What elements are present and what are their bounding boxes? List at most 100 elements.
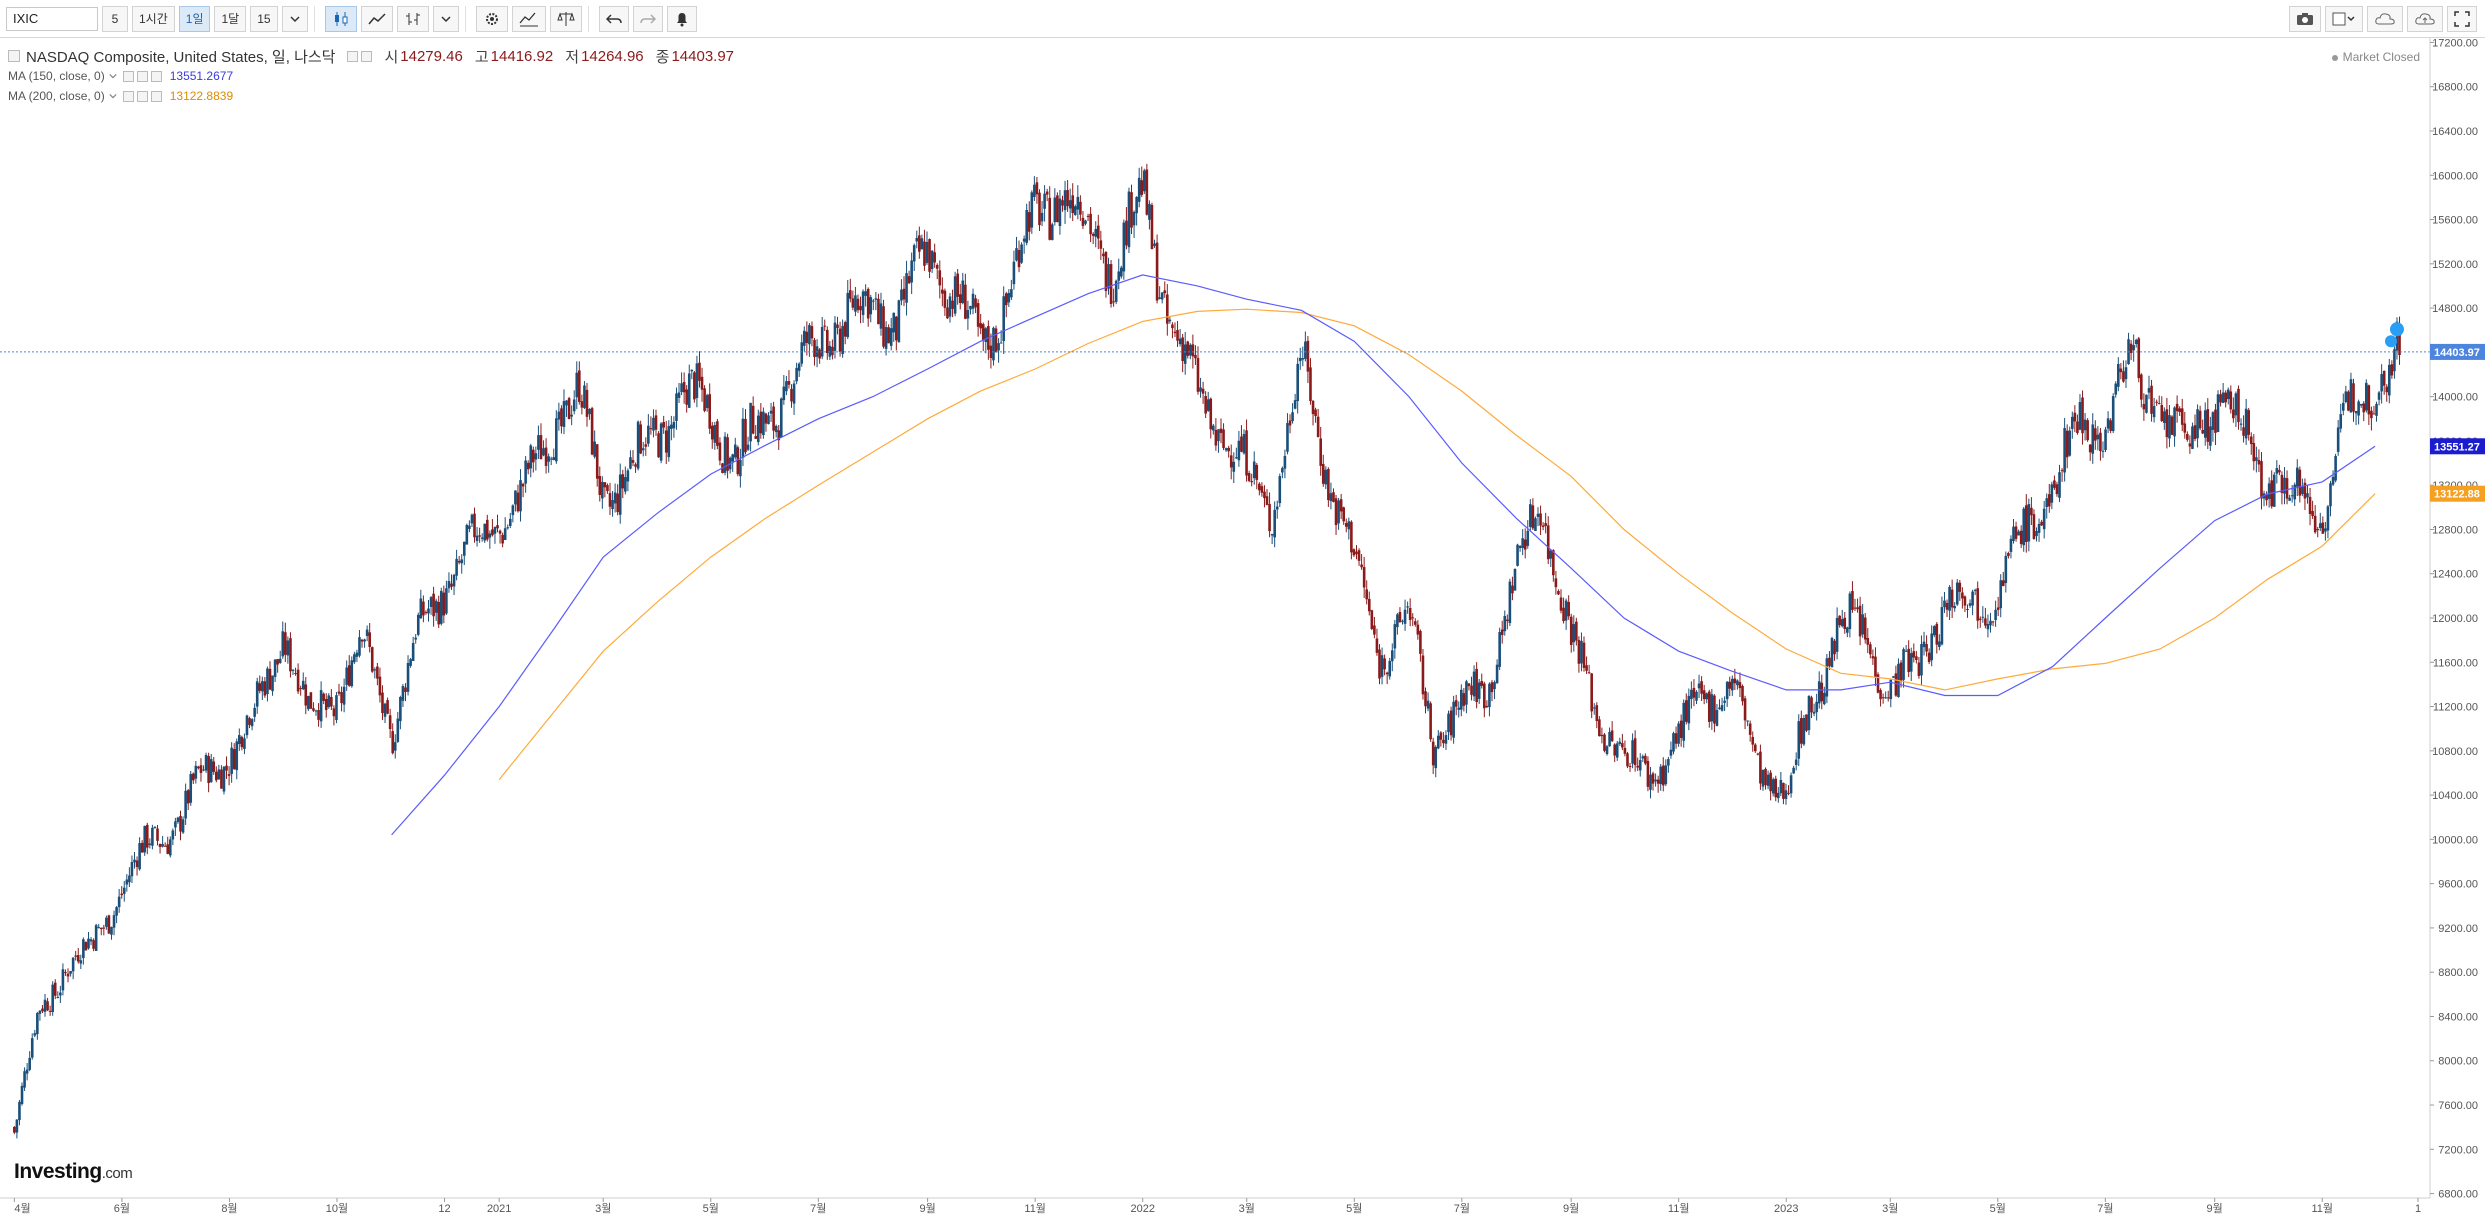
- collapse-legend-icon[interactable]: [8, 50, 20, 62]
- settings-button[interactable]: [475, 5, 508, 32]
- candle-body: [1477, 682, 1481, 699]
- candle: [1897, 658, 1900, 698]
- candle: [1513, 568, 1517, 591]
- candle-body: [2070, 416, 2074, 429]
- candle: [424, 610, 428, 615]
- candle-body: [675, 393, 678, 421]
- candle-body: [2163, 411, 2166, 423]
- bar-style-button[interactable]: [396, 5, 429, 32]
- redo-button[interactable]: [632, 5, 663, 32]
- candle-body: [519, 480, 522, 512]
- candle: [1968, 599, 1972, 608]
- candle: [882, 299, 885, 349]
- candlestick-style-button[interactable]: [324, 5, 357, 32]
- cloud-load-button[interactable]: [2367, 5, 2403, 32]
- candle: [1222, 423, 1225, 451]
- chevron-down-icon[interactable]: [109, 92, 117, 100]
- interval-dropdown-button[interactable]: [281, 5, 308, 32]
- candle-body: [1007, 292, 1011, 303]
- settings-icon[interactable]: [136, 70, 148, 82]
- fullscreen-button[interactable]: [2447, 5, 2477, 32]
- close-icon[interactable]: [150, 90, 162, 102]
- candle-body: [64, 972, 67, 974]
- settings-icon[interactable]: [136, 90, 148, 102]
- time-axis[interactable]: 4월 6월 8월 10월 12 2021 3월 5월 7월 9월 11월 2022 3월 5월 7월 9월 11…: [0, 1197, 2430, 1215]
- chart-type-dropdown-button[interactable]: [432, 5, 459, 32]
- interval-1hour-button[interactable]: 1시간: [132, 5, 175, 32]
- candle-body: [442, 592, 446, 616]
- candle-body: [1219, 428, 1223, 433]
- candle: [1385, 671, 1389, 685]
- candle-body: [537, 435, 540, 450]
- candle: [66, 968, 70, 983]
- eye-icon[interactable]: [122, 70, 134, 82]
- candle: [532, 446, 535, 473]
- candle-body: [866, 288, 870, 319]
- candle: [2091, 413, 2095, 464]
- alert-button[interactable]: [666, 5, 697, 32]
- candle-body: [1948, 586, 1951, 611]
- eye-icon[interactable]: [122, 90, 134, 102]
- candle-body: [1393, 624, 1397, 649]
- candle: [2024, 494, 2028, 553]
- interval-1month-button[interactable]: 1달: [214, 5, 247, 32]
- candle: [1278, 473, 1282, 508]
- candle: [1347, 517, 1351, 540]
- interval-1day-button[interactable]: 1일: [178, 5, 211, 32]
- candle: [1240, 425, 1243, 453]
- interval-5min-button[interactable]: 5: [102, 5, 128, 32]
- interval-15min-button[interactable]: 15: [250, 5, 278, 32]
- candle-body: [2168, 415, 2171, 439]
- cloud-save-button[interactable]: [2407, 5, 2443, 32]
- candle: [2040, 519, 2043, 526]
- chevron-down-icon[interactable]: [109, 72, 117, 80]
- compare-button[interactable]: [549, 5, 582, 32]
- candle: [1912, 643, 1916, 663]
- candle-body: [1206, 399, 1210, 411]
- candle: [268, 661, 272, 691]
- candle: [432, 586, 435, 627]
- candle-body: [2385, 386, 2389, 393]
- candle: [273, 659, 277, 683]
- candle-body: [1058, 198, 1062, 226]
- candle: [243, 733, 246, 755]
- candle-body: [2265, 494, 2268, 501]
- indicators-button[interactable]: [511, 5, 546, 32]
- candle-body: [1582, 642, 1586, 668]
- candle-body: [946, 307, 949, 319]
- candle: [941, 277, 944, 307]
- candle: [1899, 660, 1903, 688]
- snapshot-button[interactable]: [2289, 5, 2321, 32]
- line-style-button[interactable]: [360, 5, 393, 32]
- candle: [616, 484, 619, 516]
- symbol-search-input[interactable]: [6, 6, 98, 31]
- candle-body: [324, 698, 328, 710]
- candle: [2004, 551, 2008, 593]
- candle: [33, 1029, 37, 1038]
- candle: [1350, 520, 1353, 560]
- candle: [307, 695, 310, 711]
- candle-body: [693, 372, 696, 400]
- eye-icon[interactable]: [347, 50, 359, 62]
- candle-body: [805, 331, 809, 343]
- candle-body: [846, 292, 850, 338]
- candle: [1237, 430, 1241, 467]
- layout-button[interactable]: [2325, 5, 2363, 32]
- candle-body: [754, 436, 758, 439]
- candle: [1718, 699, 1721, 710]
- candle: [2101, 441, 2105, 458]
- candle-body: [53, 982, 57, 996]
- candle-body: [744, 418, 747, 453]
- candle-body: [1411, 617, 1415, 619]
- candle-body: [1692, 687, 1696, 698]
- close-icon[interactable]: [150, 70, 162, 82]
- price-axis[interactable]: 6800.007200.007600.008000.008400.008800.…: [2429, 37, 2485, 1201]
- candle-body: [820, 327, 824, 357]
- settings-icon[interactable]: [361, 50, 373, 62]
- candle-body: [2063, 428, 2066, 473]
- candle: [1071, 183, 1075, 222]
- undo-button[interactable]: [598, 5, 629, 32]
- candle: [225, 756, 228, 779]
- candle: [2060, 468, 2064, 482]
